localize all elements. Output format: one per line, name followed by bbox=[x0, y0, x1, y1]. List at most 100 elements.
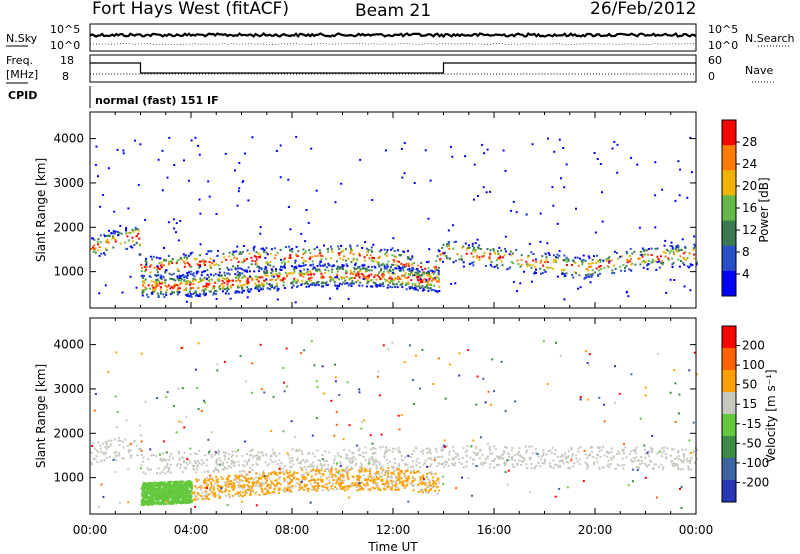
data-point bbox=[260, 477, 263, 480]
data-point bbox=[130, 245, 132, 248]
nave-point bbox=[429, 73, 431, 75]
data-point bbox=[177, 450, 180, 453]
data-point bbox=[336, 480, 339, 483]
data-point bbox=[404, 272, 407, 274]
data-point bbox=[484, 458, 487, 461]
data-point bbox=[530, 251, 533, 254]
data-point bbox=[673, 457, 676, 460]
nave-point bbox=[393, 73, 394, 75]
data-point bbox=[415, 464, 418, 467]
data-point bbox=[201, 496, 204, 499]
data-point bbox=[423, 277, 426, 280]
data-point bbox=[405, 288, 408, 291]
data-point bbox=[276, 274, 279, 277]
data-point bbox=[668, 252, 671, 255]
data-point bbox=[232, 484, 234, 487]
nave-point bbox=[550, 73, 552, 75]
data-point bbox=[175, 262, 178, 265]
data-point bbox=[502, 449, 505, 452]
data-point bbox=[284, 263, 286, 265]
data-point bbox=[423, 482, 426, 485]
data-point bbox=[211, 287, 214, 290]
data-point bbox=[473, 247, 475, 249]
data-point bbox=[689, 462, 692, 465]
data-point bbox=[378, 461, 381, 464]
data-point bbox=[490, 265, 493, 268]
data-point bbox=[180, 489, 183, 492]
data-point bbox=[273, 286, 276, 289]
data-point bbox=[563, 254, 566, 257]
data-point bbox=[581, 261, 584, 264]
data-point bbox=[613, 140, 616, 143]
data-point bbox=[529, 458, 532, 461]
data-point bbox=[341, 482, 344, 485]
data-point bbox=[213, 281, 216, 284]
data-point bbox=[249, 450, 252, 453]
data-point bbox=[177, 496, 180, 498]
data-point bbox=[319, 260, 322, 263]
data-point bbox=[186, 489, 189, 492]
data-point bbox=[165, 293, 168, 296]
data-point bbox=[357, 271, 360, 273]
data-point bbox=[414, 284, 417, 287]
data-point bbox=[166, 176, 169, 179]
data-point bbox=[158, 282, 161, 285]
data-point bbox=[322, 264, 325, 267]
data-point bbox=[413, 477, 416, 480]
data-point bbox=[380, 267, 383, 270]
data-point bbox=[255, 255, 258, 258]
data-point bbox=[351, 467, 354, 470]
data-point bbox=[412, 274, 414, 277]
data-point bbox=[159, 292, 162, 295]
data-point bbox=[364, 276, 367, 279]
data-point bbox=[162, 489, 165, 492]
data-point bbox=[126, 235, 129, 238]
data-point bbox=[167, 284, 170, 287]
data-point bbox=[191, 487, 193, 490]
data-point bbox=[532, 259, 535, 262]
data-point bbox=[446, 243, 448, 246]
data-point bbox=[270, 480, 273, 483]
data-point bbox=[228, 273, 231, 276]
data-point bbox=[693, 235, 696, 238]
data-point bbox=[148, 468, 150, 471]
data-point bbox=[650, 261, 653, 264]
data-point bbox=[186, 495, 189, 498]
data-point bbox=[164, 284, 167, 287]
data-point bbox=[355, 272, 357, 275]
data-point bbox=[653, 463, 656, 466]
data-point bbox=[251, 259, 254, 262]
data-point bbox=[652, 467, 654, 470]
data-point bbox=[456, 253, 459, 256]
data-point bbox=[205, 493, 208, 496]
data-point bbox=[650, 451, 653, 454]
data-point bbox=[346, 472, 349, 475]
data-point bbox=[424, 149, 427, 152]
data-point bbox=[387, 472, 389, 475]
data-point bbox=[311, 452, 314, 455]
data-point bbox=[520, 460, 523, 463]
data-point bbox=[390, 487, 393, 490]
data-point bbox=[271, 448, 274, 451]
data-point bbox=[270, 248, 273, 251]
data-point bbox=[190, 295, 193, 298]
data-point bbox=[607, 451, 610, 454]
data-point bbox=[307, 221, 310, 224]
data-point bbox=[183, 275, 186, 278]
data-point bbox=[97, 441, 100, 444]
data-point bbox=[256, 278, 259, 281]
data-point bbox=[307, 273, 310, 276]
data-point bbox=[588, 256, 591, 259]
nave-point bbox=[505, 73, 507, 75]
data-point bbox=[139, 143, 142, 146]
data-point bbox=[407, 257, 410, 260]
data-point bbox=[174, 480, 177, 483]
noise-left-tick-bottom: 10^0 bbox=[50, 39, 80, 52]
data-point bbox=[436, 255, 439, 258]
data-point bbox=[196, 453, 199, 455]
data-point bbox=[291, 485, 294, 487]
data-point bbox=[401, 176, 404, 179]
data-point bbox=[518, 447, 521, 450]
data-point bbox=[551, 267, 554, 270]
